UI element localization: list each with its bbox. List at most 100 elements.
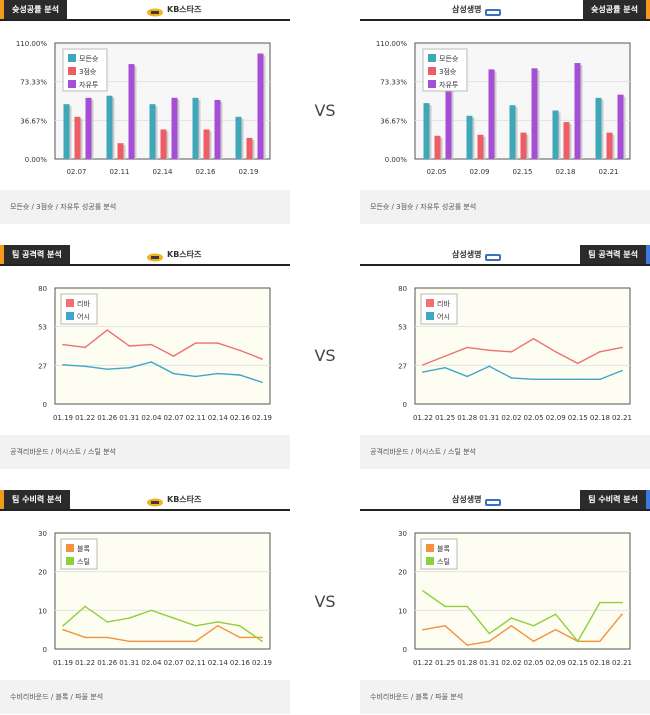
bar — [563, 122, 570, 159]
data-point — [554, 628, 557, 631]
y-tick-label: 30 — [398, 530, 407, 538]
bar — [531, 68, 538, 159]
bar — [117, 143, 124, 159]
data-point — [261, 640, 263, 643]
bar — [552, 110, 559, 159]
data-point — [84, 636, 86, 639]
data-point — [128, 366, 131, 369]
bar — [617, 94, 624, 159]
panel-kb-defense: 팀 수비력 분석 KB스타즈 30 20 10 0 01.19 01.22 01.26 01.… — [0, 490, 290, 715]
x-tick-label: 02.21 — [598, 168, 618, 176]
x-tick-label: 02.05 — [524, 414, 544, 422]
data-point — [216, 625, 219, 627]
team-name-samsung: 삼성생명 — [452, 245, 505, 264]
data-point — [444, 355, 446, 357]
panel-footer: 공격리바운드 / 어시스트 / 스틸 분석 — [360, 435, 650, 469]
data-point — [444, 625, 446, 627]
legend-label: 스틸 — [77, 558, 90, 566]
tab-defense-analysis[interactable]: 팀 수비력 분석 — [0, 490, 70, 509]
vs-label: VS — [314, 346, 336, 365]
panel-samsung-offense: 팀 공격력 분석 삼성생명 80 53 27 0 01.22 01.25 01.28 01.3… — [360, 245, 650, 470]
panel-samsung-shooting: 슛성공률 분석 삼성생명 110.00% 73.33% 36.67% 0.00% 02.… — [360, 0, 650, 225]
legend-swatch — [68, 80, 76, 88]
bar — [257, 53, 264, 159]
samsung-logo-icon — [484, 250, 502, 261]
data-point — [466, 346, 469, 349]
x-tick-label: 02.05 — [426, 168, 446, 176]
x-tick-label: 02.09 — [546, 659, 566, 667]
x-tick-label: 01.19 — [53, 659, 73, 667]
data-point — [216, 372, 219, 375]
y-tick-label: 10 — [38, 607, 47, 615]
legend-label: 블록 — [437, 544, 450, 553]
x-tick-label: 02.02 — [501, 659, 521, 667]
data-point — [444, 605, 446, 608]
samsung-logo-icon — [484, 495, 502, 506]
x-tick-label: 01.22 — [75, 659, 95, 667]
tab-offense-analysis[interactable]: 팀 공격력 분석 — [580, 245, 650, 264]
y-tick-label: 80 — [38, 285, 47, 293]
x-tick-label: 02.14 — [152, 168, 173, 176]
tab-shooting-analysis[interactable]: 슛성공률 분석 — [0, 0, 67, 19]
kb-logo-icon — [146, 5, 164, 17]
tab-offense-analysis[interactable]: 팀 공격력 분석 — [0, 245, 70, 264]
data-point — [422, 364, 424, 366]
data-point — [172, 372, 175, 375]
x-tick-label: 02.18 — [590, 659, 610, 667]
x-tick-label: 02.09 — [546, 414, 566, 422]
legend-swatch — [68, 67, 76, 75]
panel-footer: 수비리바운드 / 블록 / 파울 분석 — [0, 680, 290, 714]
series-line — [62, 361, 263, 383]
data-point — [422, 590, 424, 592]
y-tick-label: 110.00% — [16, 40, 47, 48]
x-tick-label: 02.18 — [590, 414, 610, 422]
data-point — [239, 636, 241, 639]
bar — [192, 97, 199, 159]
panel-header: 팀 공격력 분석 삼성생명 — [360, 245, 650, 266]
legend-swatch — [68, 54, 76, 62]
data-point — [62, 343, 64, 346]
kb-logo-icon — [146, 250, 164, 262]
data-point — [62, 625, 64, 627]
panel-header: 팀 공격력 분석 KB스타즈 — [0, 245, 290, 266]
data-point — [466, 605, 469, 608]
data-point — [510, 625, 513, 627]
kb-logo-icon — [146, 495, 164, 507]
bar — [520, 132, 527, 159]
data-point — [172, 355, 175, 357]
data-point — [554, 351, 557, 353]
panel-header: 팀 수비력 분석 삼성생명 — [360, 490, 650, 511]
data-point — [239, 349, 241, 352]
x-tick-label: 02.11 — [186, 659, 206, 667]
data-point — [194, 640, 197, 643]
y-tick-label: 0.00% — [25, 156, 48, 164]
x-tick-label: 01.26 — [97, 659, 118, 667]
panel-footer: 수비리바운드 / 블록 / 파울 분석 — [360, 680, 650, 714]
y-tick-label: 30 — [38, 530, 47, 538]
data-point — [62, 364, 64, 366]
x-tick-label: 02.07 — [164, 659, 184, 667]
data-point — [599, 601, 601, 604]
data-point — [216, 621, 219, 623]
x-tick-label: 02.07 — [164, 414, 184, 422]
legend-label: 모든슛 — [79, 55, 99, 63]
shooting-chart-kb: 110.00% 73.33% 36.67% 0.00% 02.07 02.11 02.14 0… — [16, 40, 271, 176]
legend-swatch — [426, 299, 434, 307]
data-point — [261, 381, 263, 384]
team-name-kb: KB스타즈 — [146, 245, 201, 264]
data-point — [599, 351, 601, 353]
y-tick-label: 53 — [38, 324, 47, 332]
x-tick-label: 02.15 — [568, 414, 588, 422]
x-tick-label: 02.11 — [186, 414, 206, 422]
data-point — [194, 625, 197, 627]
data-point — [554, 378, 557, 381]
legend-swatch — [428, 67, 436, 75]
data-point — [488, 632, 491, 635]
data-point — [150, 609, 153, 612]
tab-shooting-analysis[interactable]: 슛성공률 분석 — [583, 0, 650, 19]
series-line — [62, 624, 262, 642]
tab-defense-analysis[interactable]: 팀 수비력 분석 — [580, 490, 650, 509]
series-line — [62, 329, 263, 360]
